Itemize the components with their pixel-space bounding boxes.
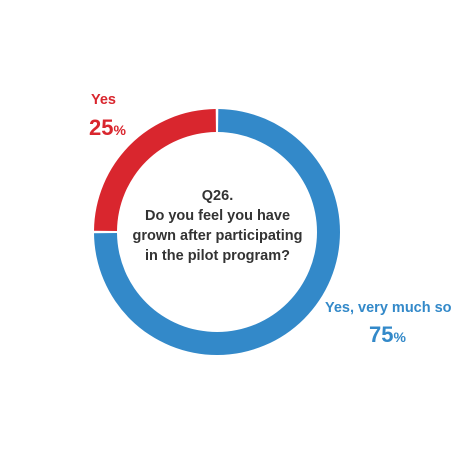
slice-value-yes: 25% (89, 115, 126, 141)
donut-slice-yes (94, 109, 216, 231)
chart-question: Q26. Do you feel you have grown after pa… (125, 186, 310, 266)
slice-label-yes-very-much-so: Yes, very much so (325, 300, 451, 316)
slice-label-yes: Yes (91, 92, 116, 108)
question-line-2: grown after participating (132, 228, 303, 244)
slice-value-yes-unit: % (113, 122, 126, 138)
question-line-3: in the pilot program? (145, 248, 290, 264)
question-line-1: Do you feel you have (144, 208, 291, 224)
slice-value-yes-very-much-so-unit: % (393, 329, 406, 345)
question-number: Q26. (201, 188, 234, 204)
slice-value-yes-very-much-so: 75% (369, 322, 406, 348)
slice-value-yes-number: 25 (89, 115, 114, 140)
slice-value-yes-very-much-so-number: 75 (369, 322, 394, 347)
